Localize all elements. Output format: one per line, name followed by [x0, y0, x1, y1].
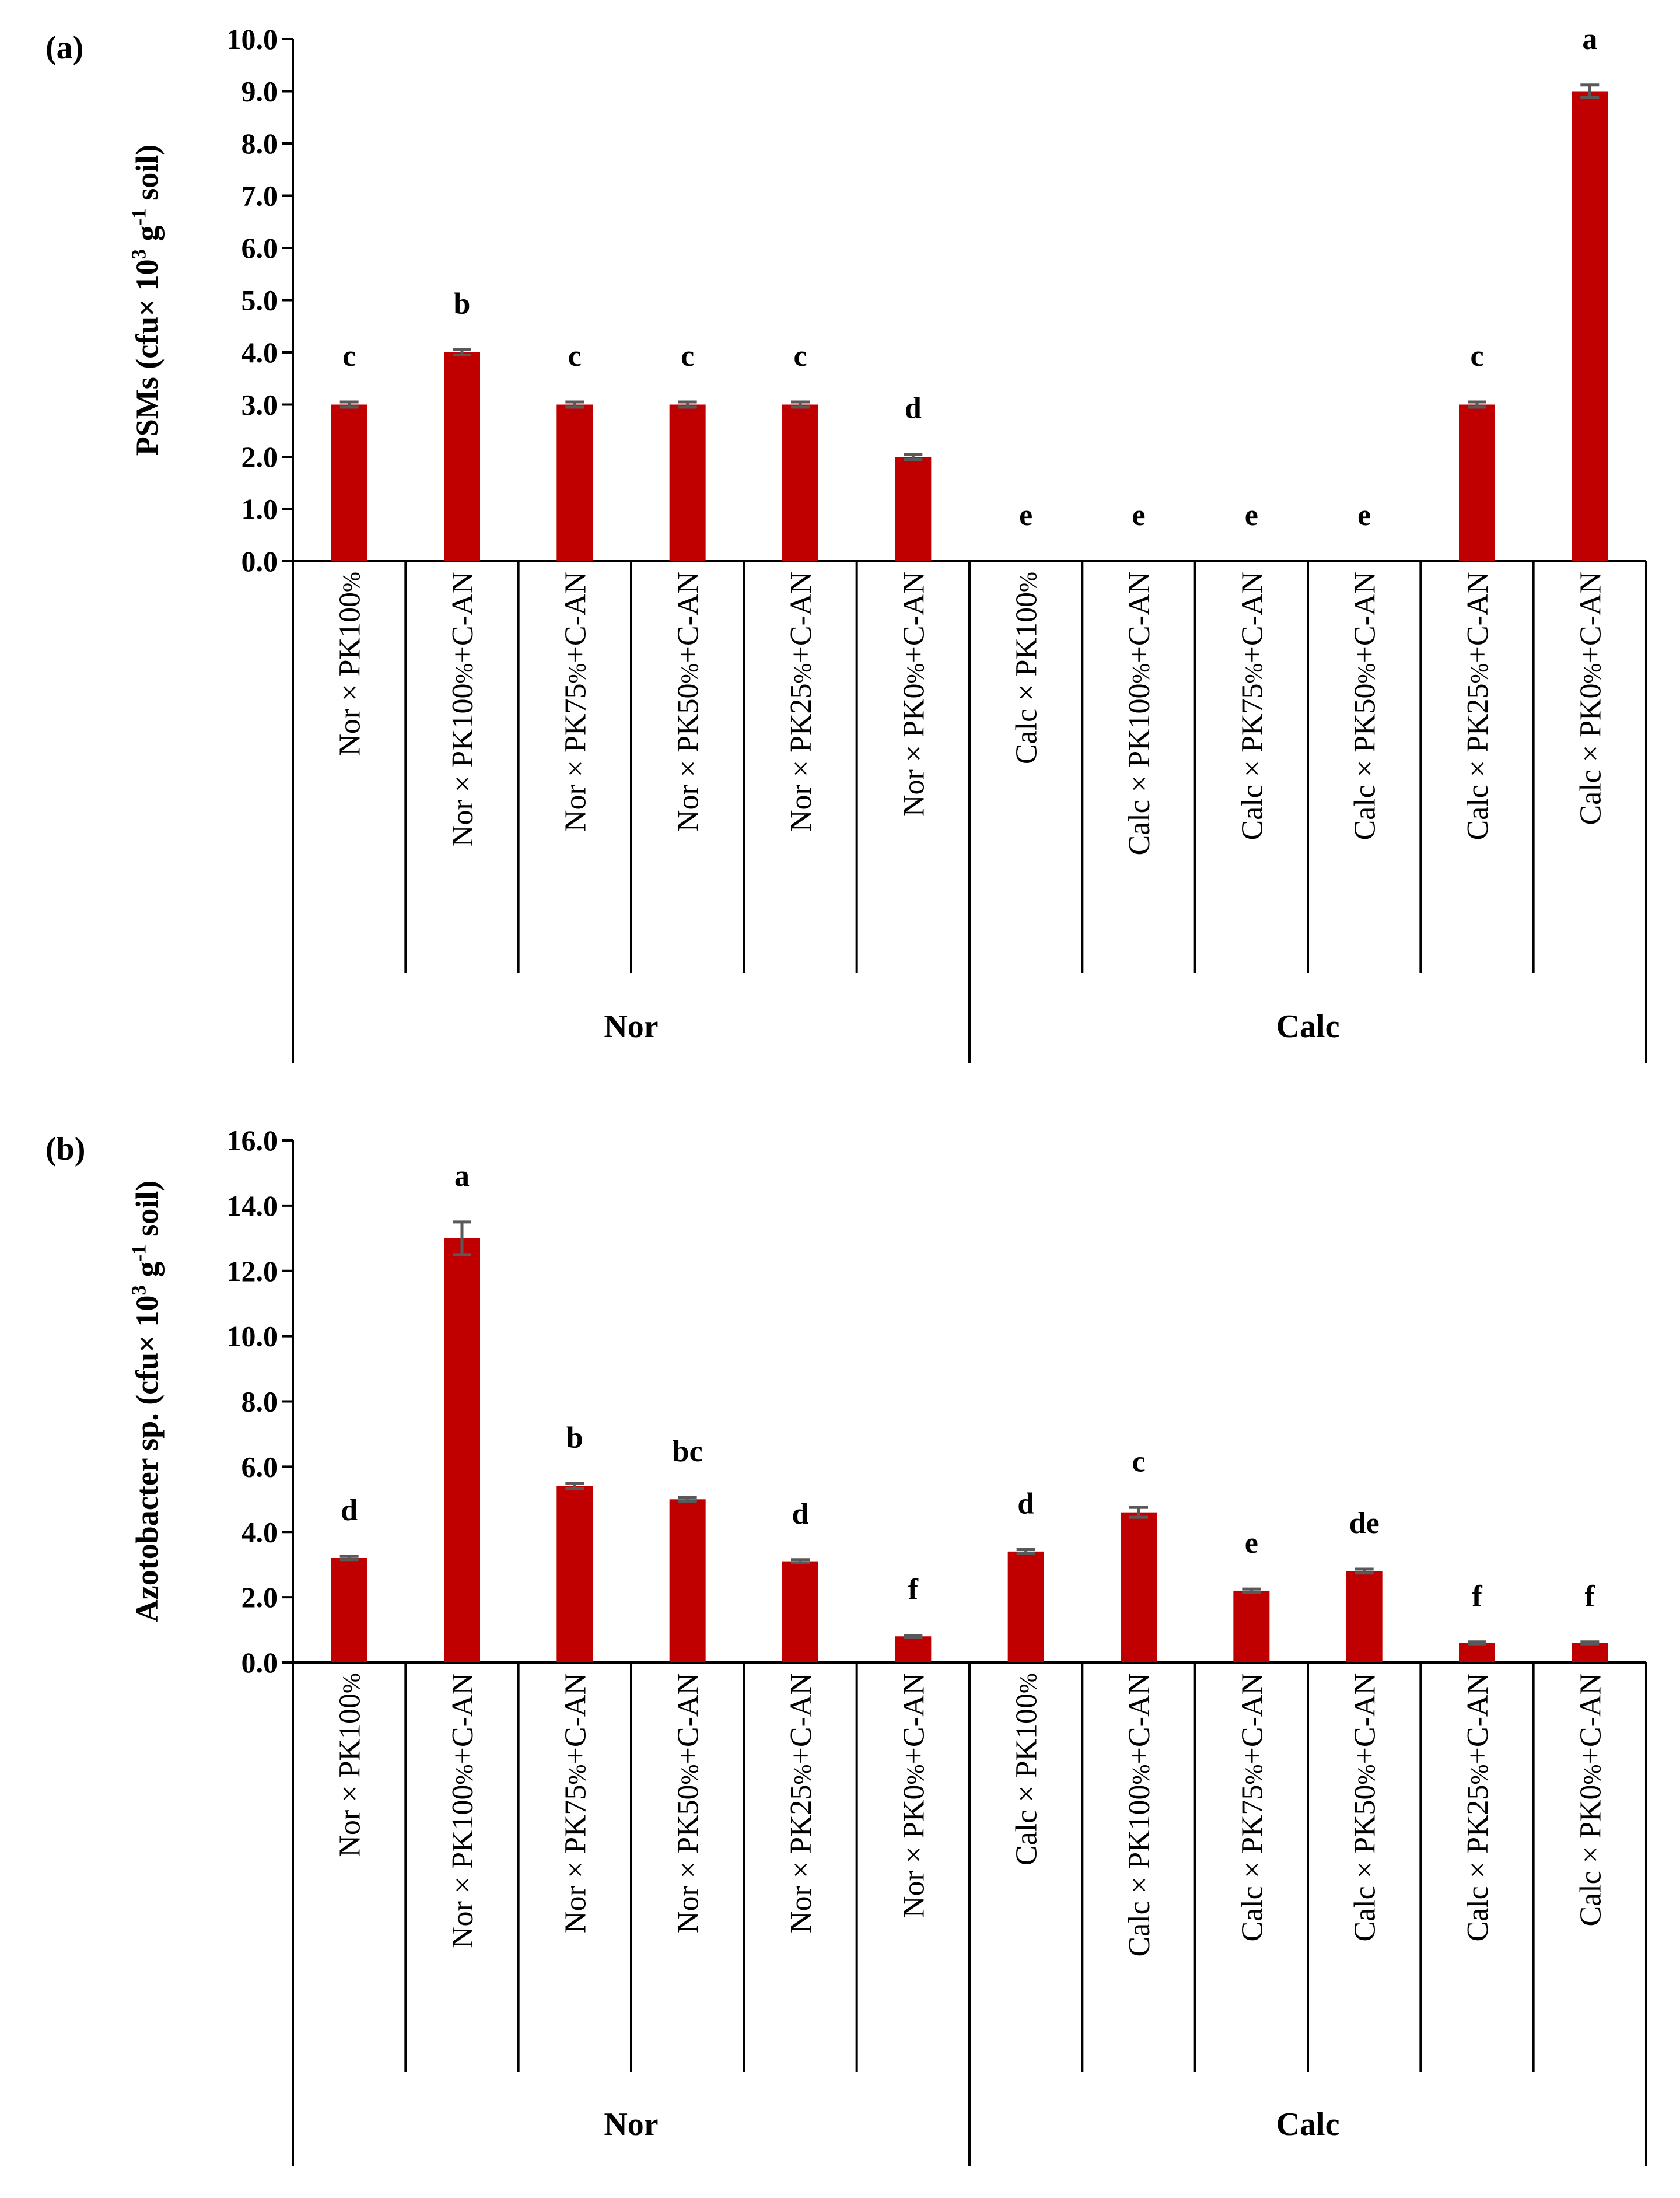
y-tick-label: 7.0	[242, 180, 278, 212]
significance-letter: f	[908, 1573, 919, 1606]
y-tick-label: 16.0	[227, 1124, 278, 1157]
bar	[895, 457, 932, 561]
bar	[556, 404, 593, 561]
category-label: Calc × PK25%+C-AN	[1461, 572, 1494, 841]
significance-letter: c	[342, 340, 356, 373]
category-label: Calc × PK100%	[1010, 1673, 1044, 1866]
category-label: Nor × PK100%	[334, 572, 367, 756]
y-tick-label: 3.0	[242, 388, 278, 421]
y-tick-label: 8.0	[242, 127, 278, 160]
category-label: Calc × PK75%+C-AN	[1236, 1673, 1269, 1942]
y-axis-title: PSMs (cfu× 103​ g-1​ soil)	[127, 145, 164, 456]
bar	[782, 404, 818, 561]
chart-panel-a: (a) 0.0 1.0 2.0 3.0 4.0 5.0 6.0 7.0 8.0 9.0 10.0 PSM…	[46, 23, 1647, 1063]
significance-letter: c	[793, 340, 807, 373]
bar	[331, 1558, 368, 1662]
bar	[444, 352, 480, 561]
significance-letter: c	[681, 340, 694, 373]
panel-label: (a)	[46, 30, 83, 66]
category-label: Nor × PK100%	[334, 1673, 367, 1857]
y-tick-label: 10.0	[227, 23, 278, 55]
significance-letter: d	[905, 392, 922, 425]
category-label: Nor × PK50%+C-AN	[672, 1673, 705, 1933]
category-label: Nor × PK75%+C-AN	[559, 572, 592, 832]
y-tick-label: 4.0	[242, 336, 278, 369]
y-tick-label: 14.0	[227, 1189, 278, 1222]
significance-letter: d	[341, 1494, 358, 1527]
category-label: Calc × PK0%+C-AN	[1574, 1673, 1607, 1927]
significance-letter: b	[454, 288, 471, 321]
y-tick-label: 2.0	[242, 1581, 278, 1614]
y-tick-label: 4.0	[242, 1516, 278, 1548]
category-label: Nor × PK0%+C-AN	[897, 1673, 930, 1918]
significance-letter: e	[1357, 499, 1371, 532]
y-tick-label: 6.0	[242, 232, 278, 264]
significance-letter: d	[1017, 1487, 1034, 1520]
bar	[1233, 1590, 1270, 1662]
y-tick-label: 2.0	[242, 440, 278, 473]
significance-letter: e	[1245, 499, 1258, 532]
y-tick-label: 8.0	[242, 1385, 278, 1418]
significance-letter: c	[1132, 1445, 1145, 1478]
panel-label: (b)	[46, 1131, 85, 1167]
y-axis-title: Azotobacter sp. (cfu× 103​ g-1​ soil)	[127, 1181, 164, 1622]
significance-letter: b	[566, 1421, 583, 1454]
group-label: Calc	[1276, 1009, 1340, 1045]
bar	[1459, 404, 1495, 561]
bar	[444, 1238, 480, 1662]
y-tick-label: 9.0	[242, 75, 278, 108]
group-label: Calc	[1276, 2106, 1340, 2143]
category-label: Calc × PK100%+C-AN	[1123, 1673, 1156, 1957]
significance-letter: f	[1585, 1580, 1595, 1613]
bar	[669, 1499, 706, 1662]
y-tick-label: 6.0	[242, 1450, 278, 1483]
y-tick-label: 0.0	[242, 545, 278, 578]
category-label: Calc × PK0%+C-AN	[1574, 572, 1607, 825]
significance-letter: e	[1132, 499, 1145, 532]
significance-letter: a	[454, 1160, 470, 1193]
bar	[331, 404, 368, 561]
bar	[556, 1486, 593, 1662]
bar	[669, 404, 706, 561]
bar	[1121, 1512, 1157, 1662]
category-label: Calc × PK25%+C-AN	[1461, 1673, 1494, 1942]
significance-letter: f	[1472, 1580, 1482, 1613]
bar	[1572, 91, 1608, 561]
y-tick-label: 12.0	[227, 1255, 278, 1287]
bar	[1346, 1571, 1382, 1662]
y-tick-label: 10.0	[227, 1320, 278, 1353]
category-label: Calc × PK100%+C-AN	[1123, 572, 1156, 856]
y-tick-label: 1.0	[242, 493, 278, 526]
category-label: Nor × PK25%+C-AN	[785, 572, 818, 832]
category-label: Calc × PK50%+C-AN	[1349, 572, 1382, 841]
significance-letter: e	[1245, 1527, 1258, 1560]
y-tick-label: 0.0	[242, 1646, 278, 1679]
significance-letter: c	[1470, 340, 1483, 373]
group-label: Nor	[604, 2106, 658, 2143]
category-label: Nor × PK50%+C-AN	[672, 572, 705, 832]
category-label: Calc × PK75%+C-AN	[1236, 572, 1269, 841]
bar	[1572, 1643, 1608, 1662]
bar	[782, 1561, 818, 1662]
significance-letter: c	[568, 340, 582, 373]
category-label: Calc × PK100%	[1010, 572, 1044, 764]
significance-letter: d	[792, 1497, 809, 1531]
category-label: Nor × PK100%+C-AN	[446, 572, 480, 847]
y-tick-label: 5.0	[242, 284, 278, 317]
bar	[1007, 1551, 1044, 1662]
group-label: Nor	[604, 1009, 658, 1045]
bar	[1459, 1643, 1495, 1662]
category-label: Nor × PK25%+C-AN	[785, 1673, 818, 1933]
category-label: Nor × PK100%+C-AN	[446, 1673, 480, 1948]
significance-letter: bc	[673, 1435, 703, 1468]
chart-panel-b: (b) 0.0 2.0 4.0 6.0 8.0 10.0 12.0 14.0 16.0 Azotob…	[46, 1124, 1647, 2166]
category-label: Nor × PK75%+C-AN	[559, 1673, 592, 1933]
bar	[895, 1636, 932, 1662]
category-label: Calc × PK50%+C-AN	[1349, 1673, 1382, 1942]
significance-letter: de	[1349, 1507, 1380, 1540]
significance-letter: a	[1582, 23, 1597, 56]
category-label: Nor × PK0%+C-AN	[897, 572, 930, 817]
significance-letter: e	[1019, 499, 1032, 532]
